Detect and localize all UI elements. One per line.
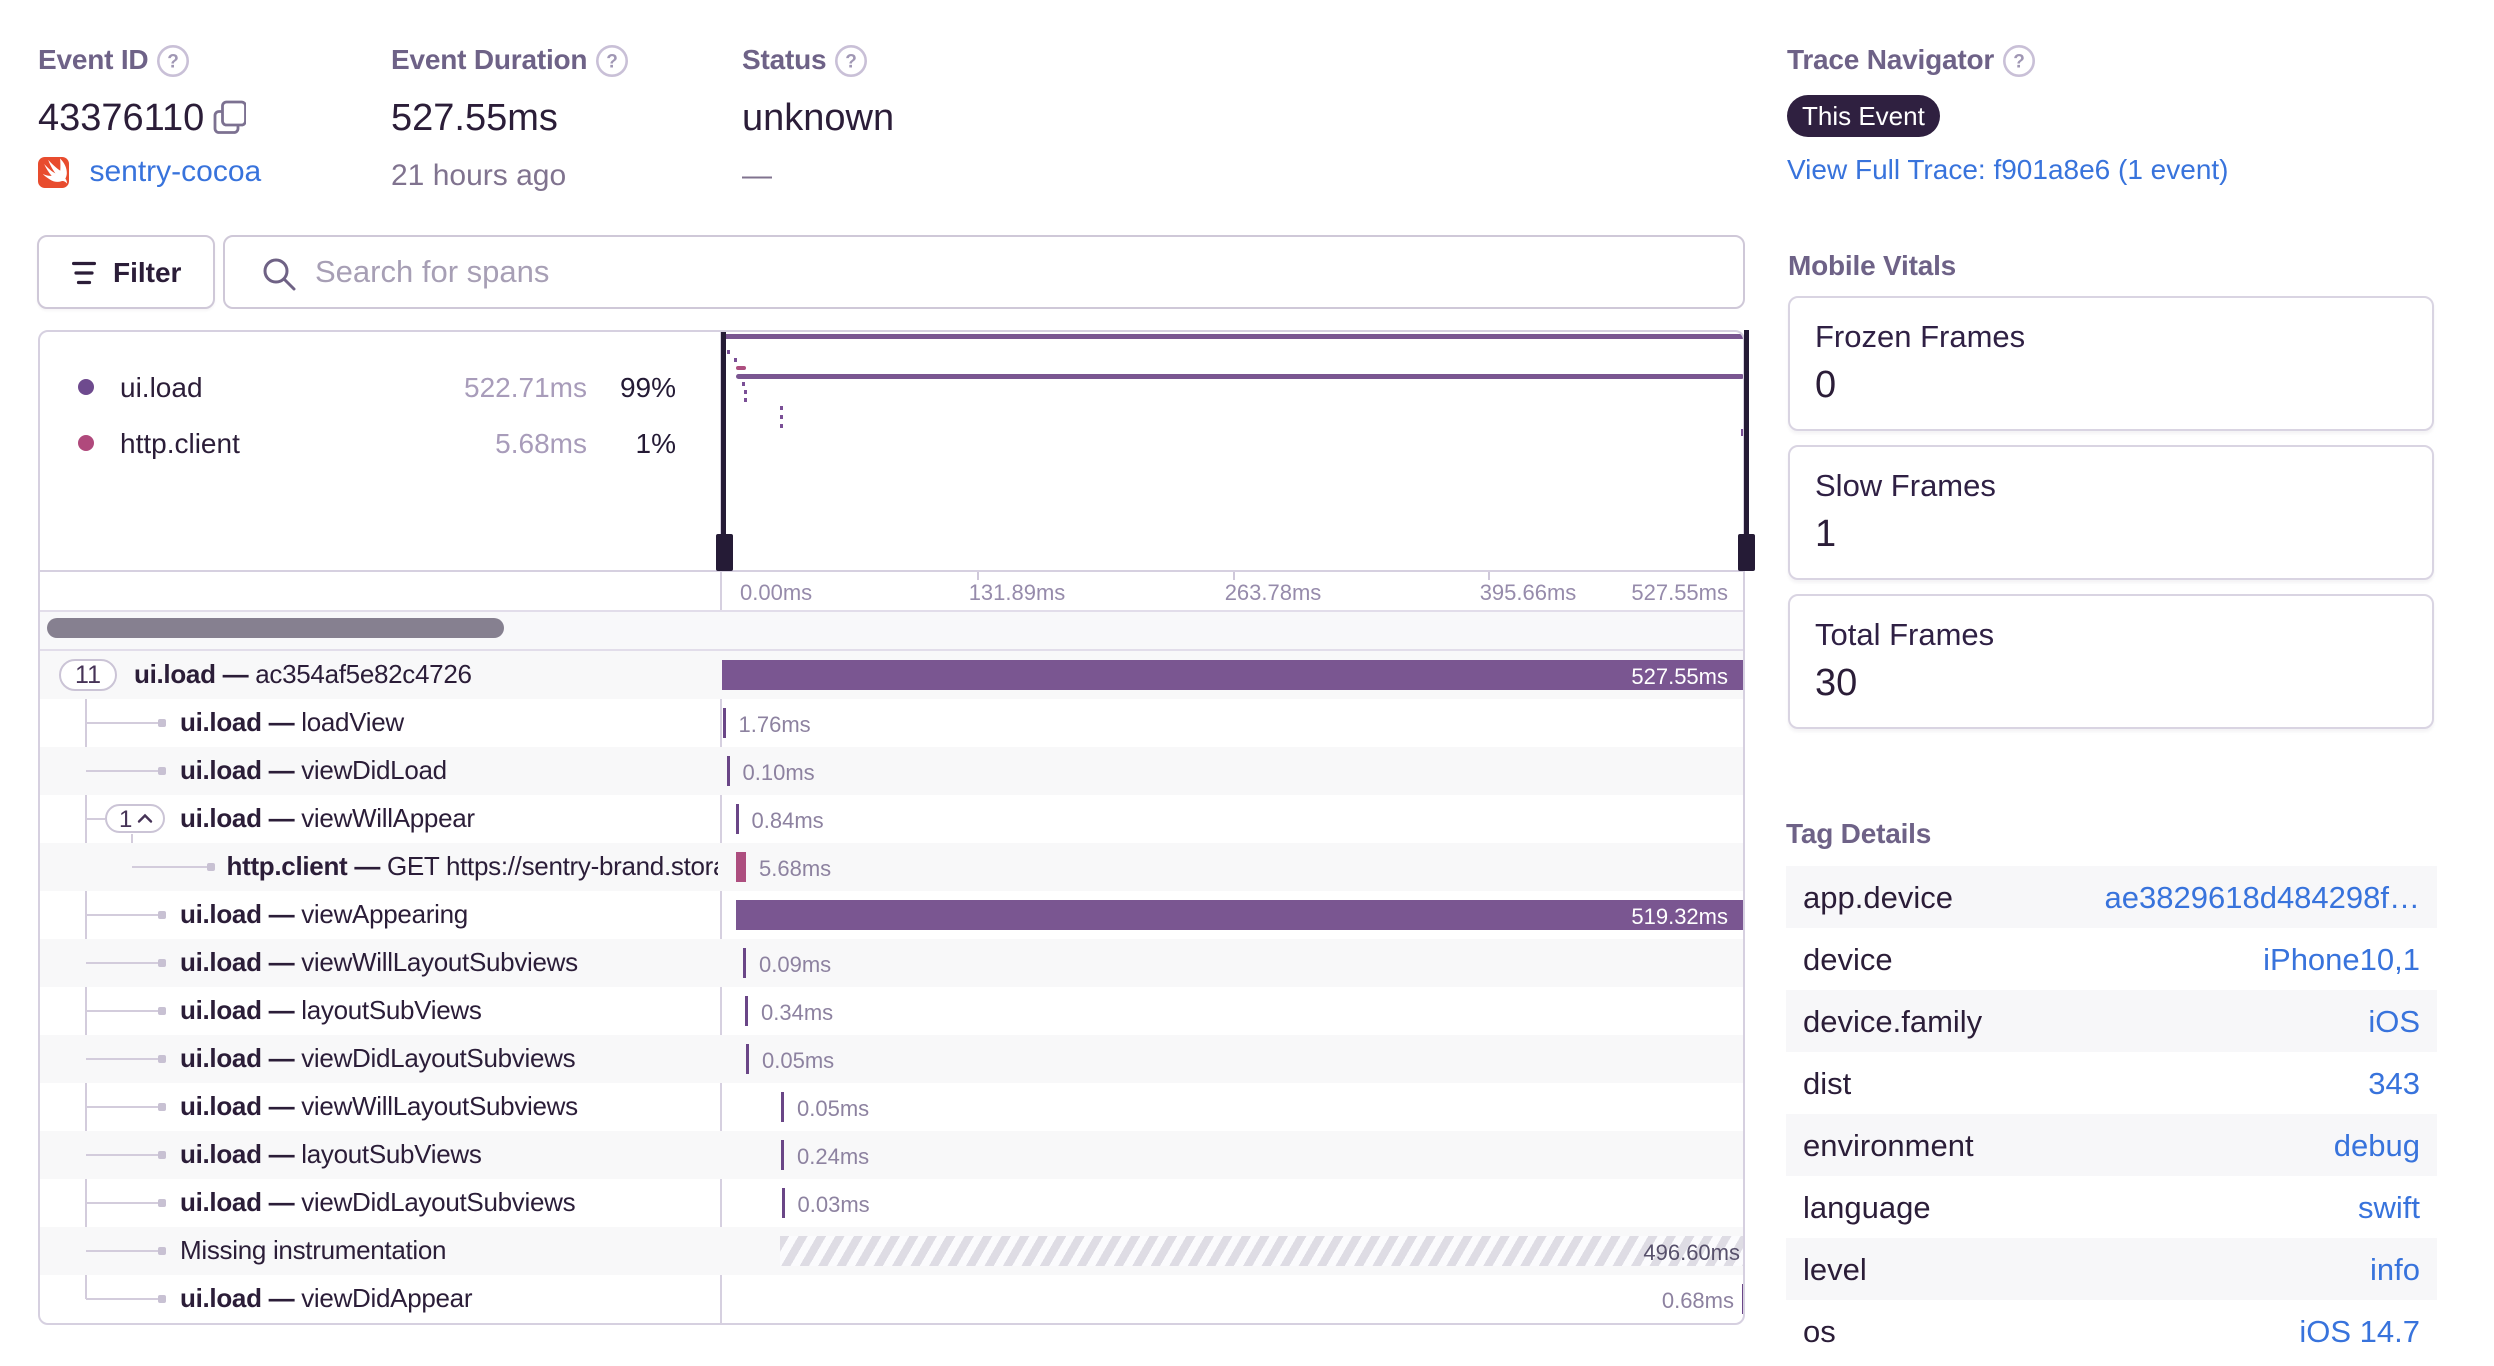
svg-text:?: ? xyxy=(2013,52,2024,73)
svg-text:?: ? xyxy=(846,52,857,73)
svg-text:?: ? xyxy=(168,52,179,73)
svg-text:?: ? xyxy=(607,52,618,73)
